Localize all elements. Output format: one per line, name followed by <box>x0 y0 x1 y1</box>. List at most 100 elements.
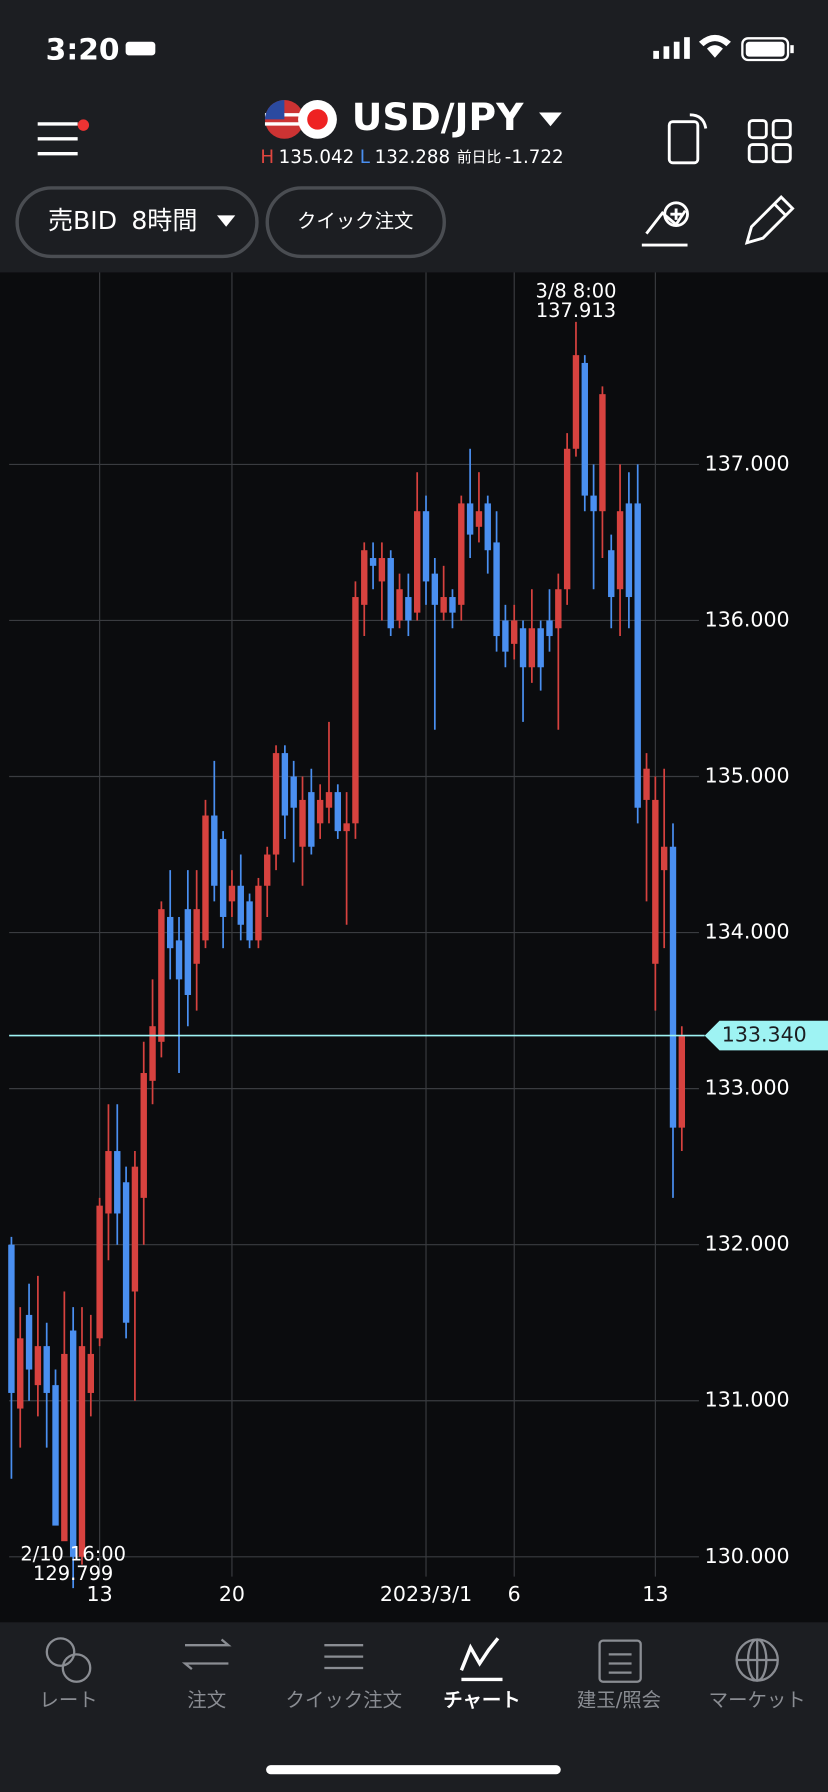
candle-body <box>599 394 606 512</box>
layout-button[interactable] <box>747 119 792 164</box>
candle-body <box>158 909 165 1042</box>
candle-body <box>34 1346 42 1386</box>
candle-body <box>352 597 359 824</box>
chart-bg <box>0 272 828 1623</box>
y-tick-label: 132.000 <box>705 1232 790 1256</box>
candle-body <box>581 362 588 496</box>
candle-body <box>555 589 562 629</box>
candle-body <box>643 768 650 800</box>
candle-body <box>334 792 341 832</box>
low-date: 2/10 16:00 <box>20 1542 126 1565</box>
candle-body <box>537 628 544 668</box>
tab-label[interactable]: 建玉/照会 <box>577 1689 661 1712</box>
candle-body <box>484 503 491 551</box>
candle-body <box>167 916 174 949</box>
candle-body <box>590 495 597 512</box>
y-tick-label: 130.000 <box>705 1544 790 1568</box>
current-price-tag <box>704 1020 828 1051</box>
candle-body <box>608 550 615 598</box>
candle-body <box>475 511 483 527</box>
flags <box>264 99 337 139</box>
candle-body <box>546 620 553 637</box>
x-tick-label: 6 <box>508 1582 521 1606</box>
candle-body <box>449 597 456 613</box>
candle-body <box>299 799 306 847</box>
candle-body <box>219 838 227 917</box>
interval-button[interactable] <box>15 186 259 259</box>
tab-label[interactable]: マーケット <box>709 1689 806 1712</box>
candle-body <box>343 823 350 832</box>
candle-body <box>519 628 527 668</box>
candle-body <box>528 628 536 668</box>
candle-body <box>563 448 571 590</box>
candle-body <box>405 597 412 621</box>
candle-body <box>281 753 289 816</box>
candle-body <box>440 597 447 613</box>
candle-body <box>387 558 394 629</box>
candle-body <box>511 620 518 644</box>
candle-body <box>458 503 465 605</box>
candle-body <box>572 355 580 449</box>
candle-body <box>8 1244 15 1393</box>
tabbar-bg <box>0 1622 828 1792</box>
candle-body <box>246 901 253 941</box>
pair[interactable]: USD/JPY <box>352 95 524 139</box>
candle-body <box>193 909 200 964</box>
candle-body <box>78 1346 86 1557</box>
candle-body <box>308 792 315 847</box>
high-prefix: H <box>260 147 274 168</box>
rotate-button[interactable] <box>667 113 708 165</box>
indicator-button[interactable] <box>641 201 689 247</box>
candle-body <box>131 1166 139 1292</box>
candle-body <box>264 854 271 886</box>
tab-label[interactable]: チャート <box>443 1689 520 1712</box>
y-tick-label: 136.000 <box>705 607 790 631</box>
candle-body <box>625 503 633 598</box>
candle-body <box>52 1385 59 1526</box>
quick-order-button[interactable] <box>265 186 446 259</box>
x-tick-label: 2023/3/1 <box>380 1582 472 1606</box>
candle-body <box>114 1151 121 1214</box>
draw-button[interactable] <box>744 195 795 245</box>
tab-label[interactable]: レート <box>39 1689 97 1712</box>
candle-body <box>413 511 421 613</box>
candle-body <box>237 885 244 925</box>
home-indicator <box>266 1765 561 1775</box>
candle-body <box>255 885 262 941</box>
candle-body <box>493 542 500 637</box>
tab-label[interactable]: 注文 <box>187 1689 226 1712</box>
candle-body <box>316 799 324 824</box>
interval-dropdown <box>216 215 236 227</box>
candle-body <box>325 792 333 808</box>
change-label: 前日比 <box>457 149 502 166</box>
low-value: 129.799 <box>33 1562 113 1585</box>
candle-body <box>96 1205 103 1339</box>
high: 135.042 <box>279 147 355 168</box>
y-tick-label: 137.000 <box>705 451 790 475</box>
candle-body <box>105 1151 112 1214</box>
interval: 8時間 <box>131 206 197 235</box>
candle-body <box>616 511 624 590</box>
candle-body <box>396 589 403 621</box>
tab-label[interactable]: クイック注文 <box>286 1689 402 1712</box>
price-type: 売BID <box>48 206 117 235</box>
y-tick-label: 131.000 <box>705 1388 790 1412</box>
candle-body <box>17 1338 24 1409</box>
pair-dropdown[interactable] <box>539 112 562 127</box>
candle-body <box>466 503 474 535</box>
candle-body <box>69 1330 77 1557</box>
candle-body <box>634 503 641 808</box>
candle-body <box>122 1182 130 1323</box>
y-tick-label: 134.000 <box>705 920 790 944</box>
clock: 3:20 <box>46 32 120 67</box>
candle-body <box>369 558 377 566</box>
candle-body <box>378 558 386 582</box>
candle-body <box>87 1353 95 1393</box>
x-tick-label: 13 <box>87 1582 113 1606</box>
candle-body <box>290 776 297 808</box>
menu-button[interactable] <box>37 122 78 156</box>
x-tick-label: 13 <box>642 1582 668 1606</box>
y-tick-label: 135.000 <box>705 764 790 788</box>
change: -1.722 <box>505 147 564 168</box>
